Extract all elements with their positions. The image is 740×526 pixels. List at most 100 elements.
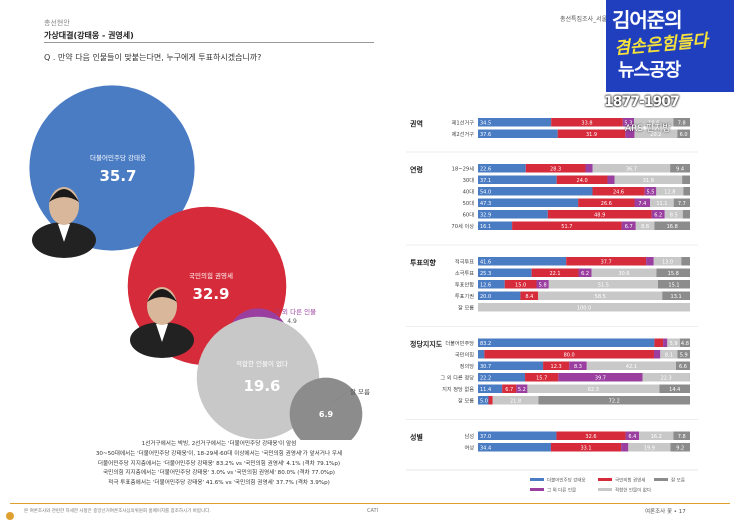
bar-value-label: 11.4 — [480, 387, 491, 393]
bar-segment — [558, 373, 643, 382]
bar-segment — [502, 384, 517, 393]
bar-segment — [592, 164, 671, 173]
row-label: 30대 — [463, 176, 475, 184]
bar-value-label: 58.5 — [595, 294, 606, 300]
bar-segment — [478, 291, 521, 300]
bar-value-label: 12.3 — [551, 364, 562, 370]
bar-value-label: 8.4 — [525, 294, 533, 300]
row-label: 적극투표 — [455, 259, 474, 266]
bar-value-label: 33.1 — [580, 445, 591, 451]
bar-segment — [656, 187, 684, 196]
bar-segment — [527, 384, 660, 393]
bar-value-label: 18.6 — [648, 120, 659, 126]
legend-label: 국민의힘 권영세 — [615, 477, 645, 484]
bar-value-label: 22.2 — [480, 375, 491, 381]
row-label: 60대 — [463, 211, 475, 219]
bar-value-label: 9.4 — [676, 166, 684, 172]
bubble-label: 그 외 다른 인물 — [274, 307, 316, 316]
row-label: 18~29세 — [452, 165, 475, 173]
group-label: 투표의향 — [410, 258, 436, 267]
portrait-shirt — [156, 324, 168, 342]
bar-value-label: 6.0 — [680, 132, 688, 138]
bar-segment — [586, 361, 677, 370]
bar-segment — [478, 129, 558, 138]
row-label: 더불어민주당 — [445, 339, 474, 347]
legend-swatch — [598, 488, 612, 491]
bar-segment — [520, 291, 539, 300]
bar-segment — [478, 384, 503, 393]
group-label: 정당지지도 — [410, 340, 443, 349]
portrait-hair — [49, 189, 79, 202]
row-label: 70세 이상 — [451, 222, 474, 230]
bar-segment — [516, 384, 528, 393]
bar-segment — [569, 361, 587, 370]
footer-page-number: 여론조사 꽃 • 17 — [645, 509, 686, 515]
bar-segment — [667, 338, 680, 347]
bar-segment — [683, 187, 690, 196]
bar-value-label: 7.8 — [678, 120, 686, 126]
header-right-label: 총선특집조사_서울 용산구 — [560, 16, 626, 23]
bar-segment — [478, 373, 526, 382]
bar-segment — [673, 118, 690, 127]
bar-value-label: 31.9 — [586, 132, 597, 138]
bar-value-label: 26.6 — [601, 201, 612, 207]
bar-segment — [614, 175, 683, 184]
ars-overlay: ARS 편지방 — [625, 124, 671, 134]
bar-value-label: 37.7 — [601, 259, 612, 265]
bar-segment — [478, 175, 557, 184]
bar-value-label: 33.8 — [581, 120, 592, 126]
bar-segment — [634, 129, 678, 138]
bar-segment — [659, 384, 690, 393]
bar-segment — [478, 280, 505, 289]
bar-segment — [484, 350, 654, 359]
row-label: 투표기권 — [455, 292, 474, 300]
bar-value-label: 39.7 — [595, 375, 606, 381]
bar-segment — [651, 210, 665, 219]
bar-value-label: 4.8 — [681, 341, 689, 347]
footer-dot — [6, 512, 14, 520]
bar-segment — [682, 175, 690, 184]
bar-segment — [670, 164, 690, 173]
bar-segment — [478, 361, 544, 370]
note-line: 적극 투표층에서는 '더불어민주당 강태웅' 41.6% vs '국민의힘 권영… — [108, 480, 330, 487]
bar-value-label: 9.2 — [676, 445, 684, 451]
bar-value-label: 15.1 — [668, 282, 679, 288]
bar-segment — [670, 443, 690, 452]
bubble-chart: 더불어민주당 강태웅 35.7 국민의힘 권영세 32.9 그 외 다른 인물 4.9 적합… — [29, 85, 370, 440]
bar-segment — [557, 129, 626, 138]
bar-segment — [543, 361, 570, 370]
row-label: 소극투표 — [455, 270, 474, 277]
bar-segment — [644, 187, 657, 196]
bar-segment — [478, 443, 551, 452]
bar-value-label: 20.0 — [480, 294, 491, 300]
bar-value-label: 62.3 — [588, 387, 599, 393]
row-label: 정의당 — [460, 363, 475, 370]
row-label: 50대 — [463, 199, 475, 207]
bar-segment — [538, 291, 663, 300]
legend-label: 그 외 다른 인물 — [547, 487, 576, 494]
bar-value-label: 54.0 — [480, 189, 491, 195]
bar-segment — [536, 280, 549, 289]
bar-value-label: 8.3 — [574, 364, 582, 370]
note-line: 국민의힘 지지층에서는 '더불어민주당 강태웅' 3.0% vs '국민의힘 권… — [103, 470, 335, 477]
bar-segment — [478, 431, 557, 440]
bar-value-label: 8.1 — [665, 352, 673, 358]
bar-value-label: 11.1 — [656, 201, 667, 207]
bar-segment — [478, 221, 513, 230]
note-line: 30~50대에서는 '더불어민주당 강태웅'이, 18-29세·60대 이상에서… — [95, 450, 343, 457]
row-label: 40대 — [463, 188, 475, 196]
bar-value-label: 5.3 — [624, 120, 632, 126]
legend-swatch — [530, 478, 544, 481]
bar-segment — [646, 257, 654, 266]
bar-segment — [654, 221, 690, 230]
bar-value-label: 31.9 — [643, 178, 654, 184]
bubble-label: 국민의힘 권영세 — [189, 271, 233, 280]
bar-segment — [478, 396, 489, 405]
bar-value-label: 22.6 — [480, 166, 491, 172]
bar-value-label: 16.1 — [480, 224, 491, 230]
bar-segment — [660, 350, 678, 359]
portrait-shirt — [58, 224, 70, 242]
bar-value-label: 37.1 — [480, 178, 491, 184]
bar-value-label: 22.3 — [661, 375, 672, 381]
bar-segment — [654, 338, 664, 347]
